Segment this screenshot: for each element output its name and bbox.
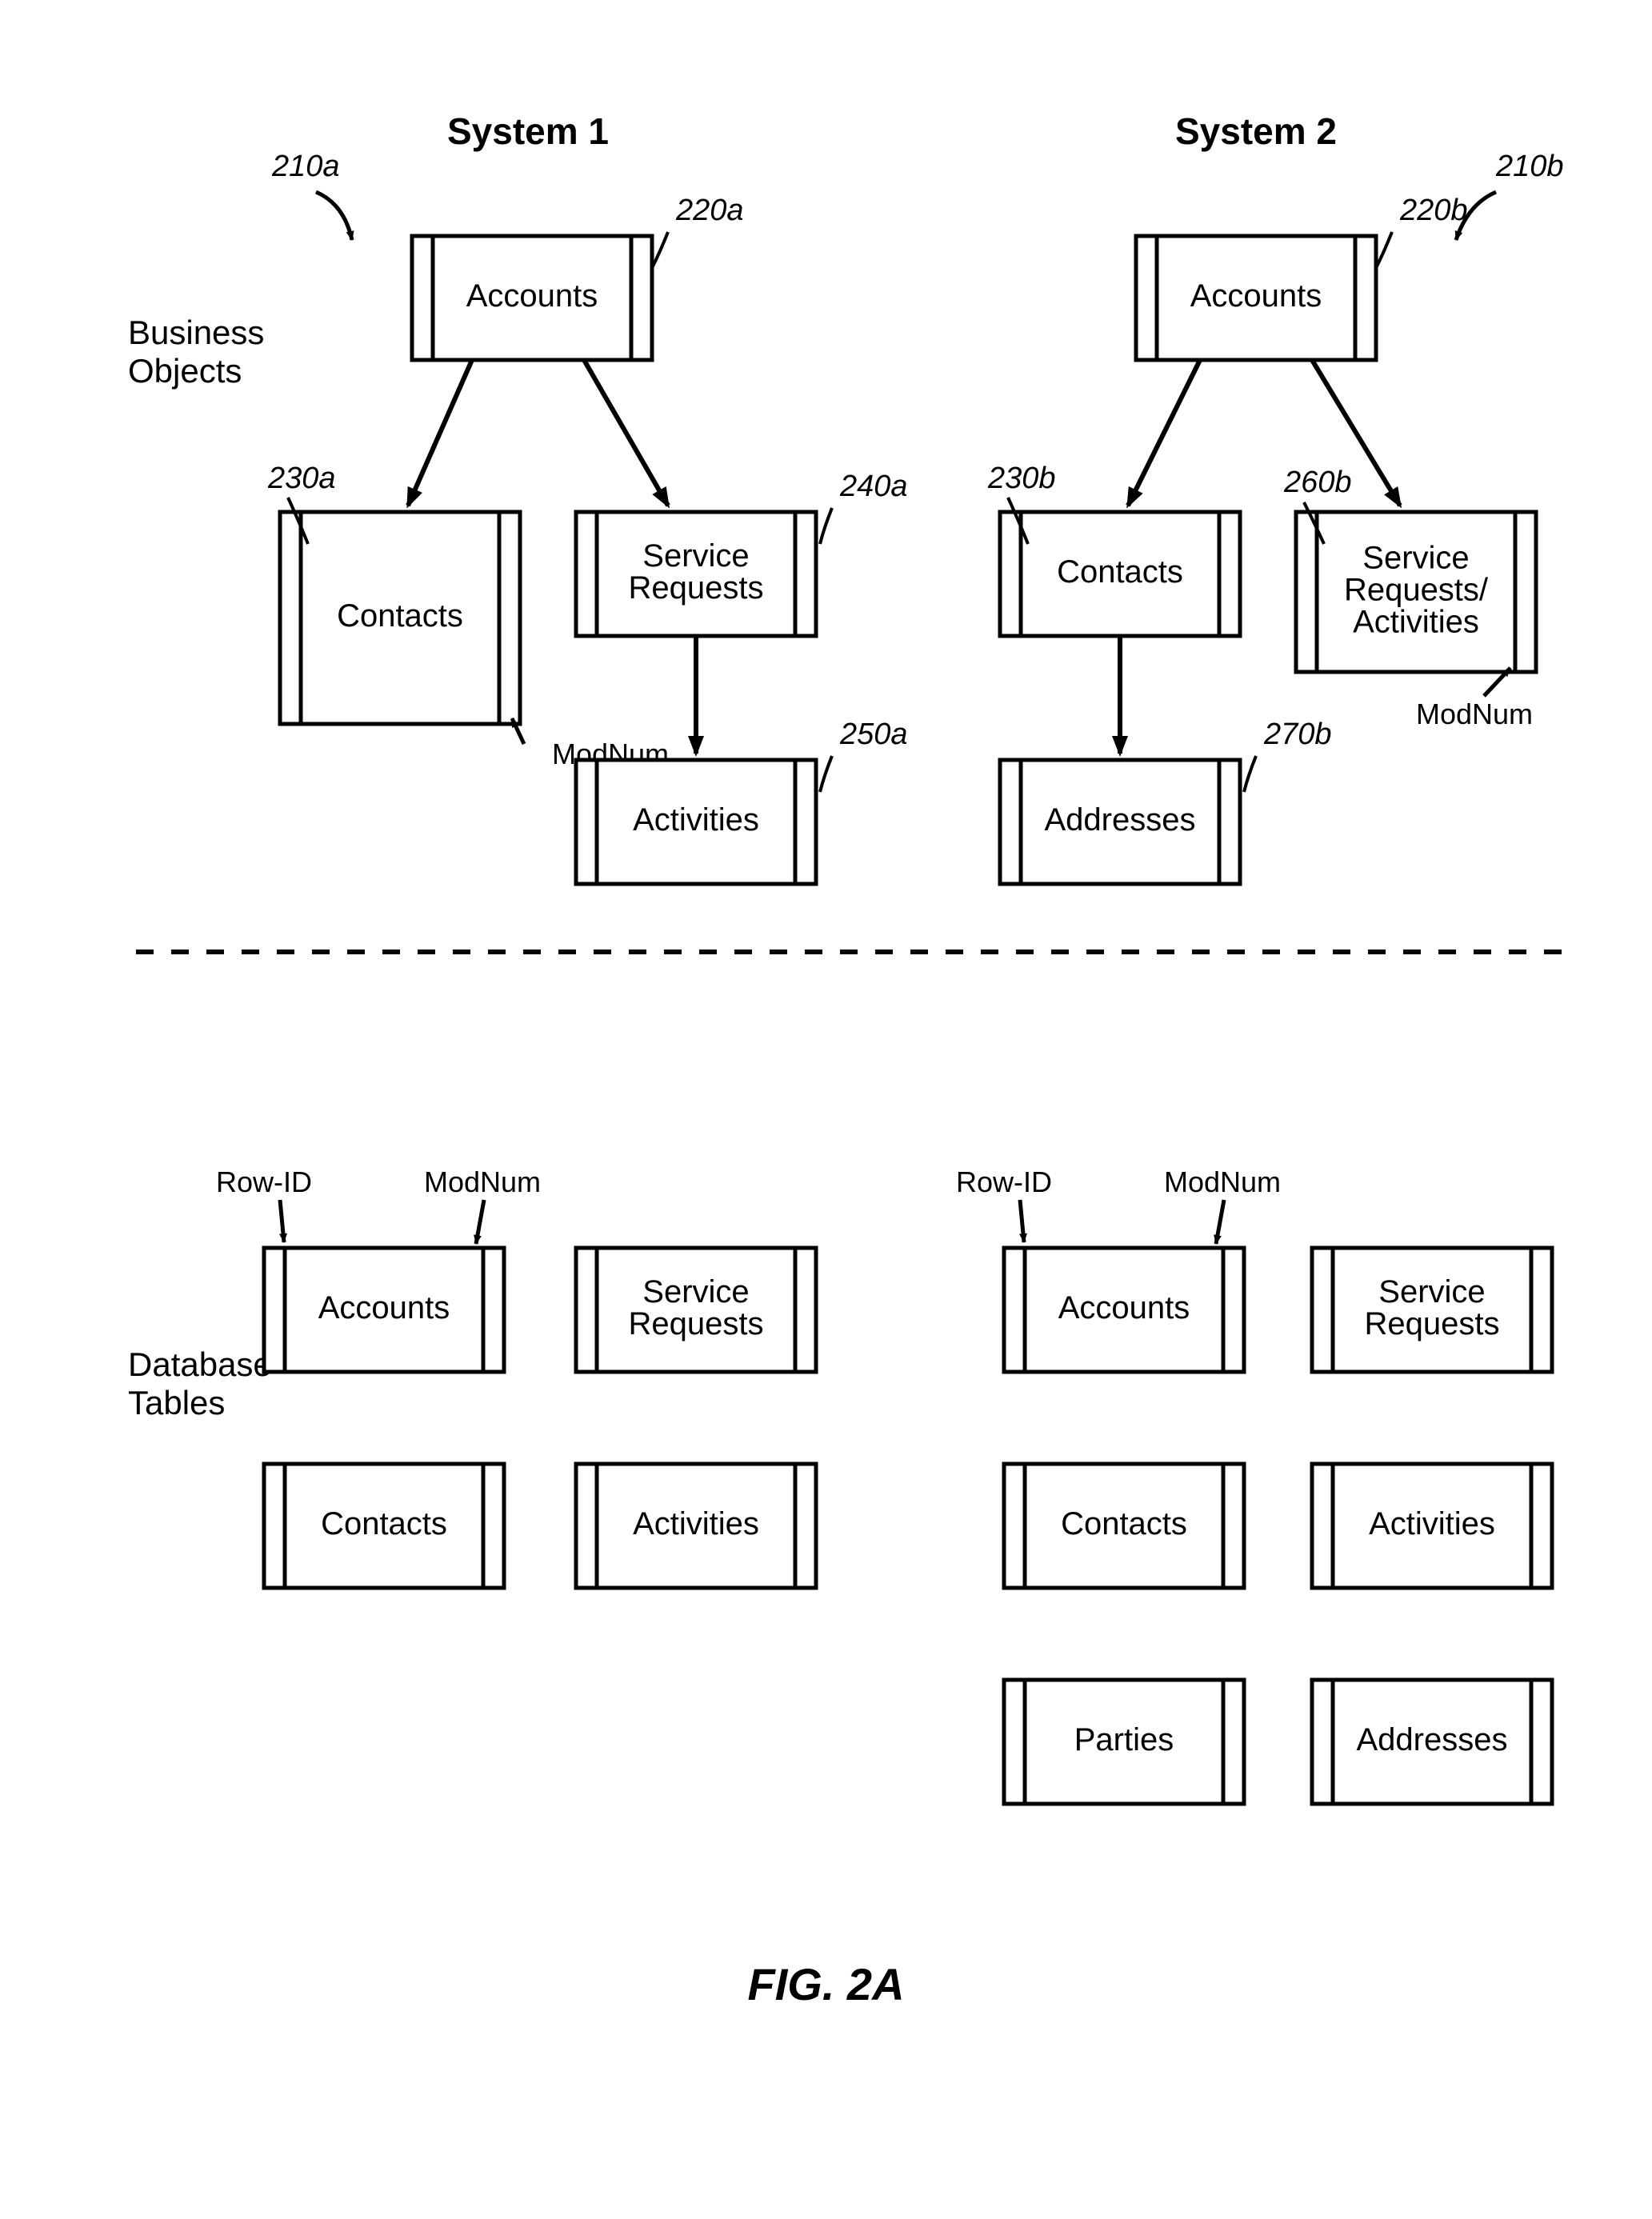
- svg-text:Tables: Tables: [128, 1384, 225, 1421]
- db-s2-col2-2: Addresses: [1312, 1680, 1552, 1804]
- bo-s2-addresses: Addresses 270b: [1000, 718, 1332, 884]
- db-s1-col2-0: ServiceRequests: [576, 1248, 816, 1372]
- bo-s2-contacts: Contacts 230b: [987, 462, 1240, 636]
- db-s2-rowid-label: Row-ID: [956, 1165, 1052, 1198]
- ref-210a: 210a: [271, 150, 340, 183]
- bo-s2-addresses-ref: 270b: [1263, 718, 1332, 751]
- bo-s1-accounts: Accounts 220a: [412, 194, 744, 360]
- db-s1-modnum-label: ModNum: [424, 1165, 541, 1198]
- svg-text:Service: Service: [1362, 541, 1469, 576]
- db-s1-col1-1-label: Contacts: [321, 1506, 447, 1541]
- svg-text:Service: Service: [642, 1274, 749, 1309]
- db-s2-col2-1-label: Activities: [1369, 1506, 1495, 1541]
- bo-s2-accounts-ref: 220b: [1399, 194, 1468, 227]
- db-s1-col2-1-label: Activities: [633, 1506, 759, 1541]
- bo-s2-contacts-label: Contacts: [1057, 554, 1183, 590]
- db-s2-col2-2-label: Addresses: [1357, 1722, 1508, 1757]
- svg-text:Requests: Requests: [629, 570, 764, 606]
- svg-text:Requests: Requests: [1365, 1306, 1500, 1341]
- db-s2-col1-2: Parties: [1004, 1680, 1244, 1804]
- svg-text:Objects: Objects: [128, 352, 242, 390]
- bo-s1-activities-label: Activities: [633, 802, 759, 838]
- svg-text:Service: Service: [642, 538, 749, 574]
- db-s1-col1-0-label: Accounts: [318, 1290, 450, 1325]
- section-business-objects: Business: [128, 314, 264, 351]
- figure-2a: System 1 System 2 210a 210b BusinessObjects D…: [0, 0, 1652, 2219]
- bo-s1-activities-ref: 250a: [839, 718, 908, 751]
- bo-s2-accounts: Accounts 220b: [1136, 194, 1468, 360]
- bo-s1-contacts-ref: 230a: [267, 462, 336, 495]
- bo-s2-service-requests-activities-ref: 260b: [1283, 466, 1352, 499]
- db-s1-rowid-label: Row-ID: [216, 1165, 312, 1198]
- bo-s2-service-requests-activities-modnum: ModNum: [1416, 698, 1533, 730]
- ref-210a-arrow: [316, 192, 352, 240]
- bo-s2-accounts-label: Accounts: [1190, 278, 1322, 314]
- bo-s1-accounts-label: Accounts: [466, 278, 598, 314]
- db-s2-col1-2-label: Parties: [1074, 1722, 1174, 1757]
- bo-s1-service-requests-ref: 240a: [839, 470, 908, 503]
- connector-arrow: [408, 360, 472, 506]
- db-s1-col2-1: Activities: [576, 1464, 816, 1588]
- bo-s1-service-requests: ServiceRequests 240a: [576, 470, 908, 636]
- db-s2-col1-0-label: Accounts: [1058, 1290, 1190, 1325]
- db-s2-col1-0: Accounts: [1004, 1248, 1244, 1372]
- db-s2-col2-1: Activities: [1312, 1464, 1552, 1588]
- svg-text:Requests: Requests: [629, 1306, 764, 1341]
- section-database-tables: Database: [128, 1345, 272, 1383]
- bo-s2-contacts-ref: 230b: [987, 462, 1056, 495]
- system2-title: System 2: [1175, 110, 1337, 152]
- bo-s1-accounts-ref: 220a: [675, 194, 744, 227]
- db-s2-col1-1-label: Contacts: [1061, 1506, 1187, 1541]
- db-s1-col1-1: Contacts: [264, 1464, 504, 1588]
- bo-s1-contacts-label: Contacts: [337, 598, 463, 634]
- db-s2-modnum-label: ModNum: [1164, 1165, 1281, 1198]
- svg-text:Service: Service: [1378, 1274, 1485, 1309]
- ref-210b: 210b: [1495, 150, 1564, 183]
- db-s2-col2-0: ServiceRequests: [1312, 1248, 1552, 1372]
- bo-s2-addresses-label: Addresses: [1045, 802, 1196, 838]
- svg-text:Requests/: Requests/: [1344, 573, 1489, 608]
- system1-title: System 1: [447, 110, 609, 152]
- bo-s2-service-requests-activities: ServiceRequests/Activities 260b ModNum: [1283, 466, 1536, 730]
- db-s2-col1-1: Contacts: [1004, 1464, 1244, 1588]
- connector-arrow: [1128, 360, 1200, 506]
- connector-arrow: [584, 360, 668, 506]
- db-s1-col1-0: Accounts: [264, 1248, 504, 1372]
- svg-text:Activities: Activities: [1353, 605, 1479, 640]
- figure-caption: FIG. 2A: [747, 1959, 904, 2009]
